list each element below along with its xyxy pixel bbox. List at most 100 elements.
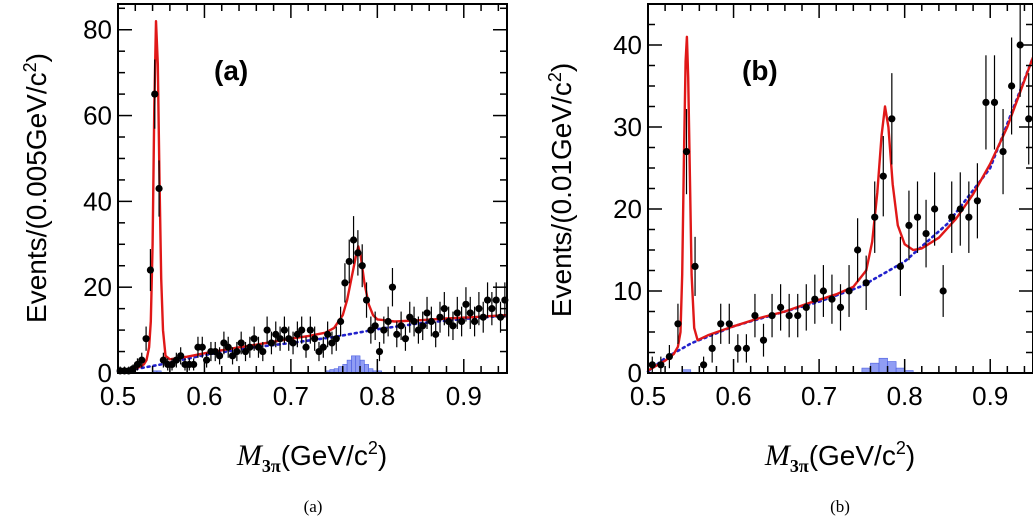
data-point-37 xyxy=(965,181,973,253)
data-point-60 xyxy=(375,341,384,362)
data-point-27 xyxy=(233,341,241,362)
data-point-25 xyxy=(862,255,870,310)
data-point-7 xyxy=(708,334,716,363)
data-point-88 xyxy=(496,301,505,333)
data-point-42 xyxy=(298,316,306,344)
data-point-28 xyxy=(888,73,896,165)
fit-curve-b xyxy=(647,35,1033,372)
background-curve-b xyxy=(646,56,1033,373)
y-tick-label: 20 xyxy=(613,194,642,224)
peaking-histogram-a xyxy=(152,355,382,374)
data-point-22 xyxy=(836,284,845,331)
data-point-11 xyxy=(742,334,750,363)
hist-bin-2 xyxy=(870,362,880,374)
data-point-18 xyxy=(802,284,810,331)
data-point-51 xyxy=(336,306,345,337)
data-point-42 xyxy=(1008,37,1016,135)
data-point-82 xyxy=(470,306,479,337)
data-point-10 xyxy=(734,334,742,363)
axis-ticks-a: 0.5 0.6 0.7 0.8 0.9 0 20 40 60 80 xyxy=(83,4,507,411)
data-point-44 xyxy=(306,316,314,344)
data-point-20 xyxy=(819,265,827,317)
data-point-30 xyxy=(905,190,913,261)
x-tick-label: 0.7 xyxy=(801,381,837,411)
data-point-36 xyxy=(956,172,964,246)
data-point-62 xyxy=(384,306,392,337)
plot-frame-a xyxy=(117,3,508,374)
data-point-31 xyxy=(250,326,258,351)
data-point-33 xyxy=(259,341,267,362)
data-point-21 xyxy=(828,274,836,324)
data-point-66 xyxy=(401,326,410,351)
data-point-31 xyxy=(913,181,922,253)
hist-bin-7 xyxy=(346,359,352,374)
data-point-75 xyxy=(440,292,448,326)
data-point-29 xyxy=(896,236,904,296)
data-point-71 xyxy=(423,296,431,329)
data-point-38 xyxy=(280,316,289,344)
data-point-58 xyxy=(367,316,375,344)
axis-ticks-b: 0.5 0.6 0.7 0.8 0.9 0 10 20 30 40 xyxy=(613,3,1033,411)
data-point-57 xyxy=(362,282,371,318)
data-point-17 xyxy=(794,293,802,338)
data-point-23 xyxy=(215,347,224,365)
data-point-77 xyxy=(449,311,457,341)
data-point-8 xyxy=(717,303,725,344)
data-point-48 xyxy=(324,321,332,348)
data-point-7 xyxy=(146,249,155,292)
x-tick-label: 0.9 xyxy=(446,381,482,411)
hist-bin-4 xyxy=(887,361,897,374)
panel-label-b: (b) xyxy=(742,55,778,86)
y-tick-label: 20 xyxy=(83,272,112,302)
data-point-73 xyxy=(432,321,440,348)
x-tick-label: 0.5 xyxy=(630,381,666,411)
data-point-3 xyxy=(674,303,682,344)
data-point-12 xyxy=(751,293,759,338)
data-point-15 xyxy=(777,284,785,331)
data-point-35 xyxy=(267,331,276,355)
y-tick-label: 40 xyxy=(83,186,112,216)
y-tick-label: 40 xyxy=(613,30,642,60)
subfigure-caption-b: (b) xyxy=(830,497,850,516)
y-tick-label: 60 xyxy=(83,101,112,131)
x-tick-label: 0.6 xyxy=(186,381,222,411)
data-point-9 xyxy=(155,160,163,217)
data-point-32 xyxy=(922,199,930,268)
data-point-26 xyxy=(871,181,879,253)
data-point-24 xyxy=(854,218,862,282)
y-axis-title-b: Events/(0.01GeV/c2) xyxy=(545,63,577,317)
chart-panel-a: 0.5 0.6 0.7 0.8 0.9 0 20 40 60 80 (a) Events/(0.0… xyxy=(20,3,509,516)
x-tick-label: 0.9 xyxy=(972,381,1008,411)
fit-line xyxy=(647,35,1033,372)
x-tick-label: 0.6 xyxy=(715,381,751,411)
data-point-6 xyxy=(700,356,708,373)
data-point-39 xyxy=(982,55,990,150)
data-point-14 xyxy=(177,347,185,365)
data-point-37 xyxy=(276,326,284,351)
data-points-b xyxy=(648,4,1033,373)
subfigure-caption-a: (a) xyxy=(304,497,323,516)
panel-label-a: (a) xyxy=(214,55,248,86)
x-tick-label: 0.5 xyxy=(100,381,136,411)
data-point-13 xyxy=(759,323,768,357)
y-tick-label: 0 xyxy=(98,358,112,388)
hist-bin-3 xyxy=(878,357,888,374)
data-point-74 xyxy=(436,301,444,333)
data-point-0 xyxy=(648,356,656,373)
data-point-38 xyxy=(973,163,981,239)
data-point-68 xyxy=(410,306,418,337)
data-point-65 xyxy=(397,311,405,341)
background-line xyxy=(646,56,1033,373)
data-point-34 xyxy=(263,316,271,344)
x-tick-label: 0.8 xyxy=(887,381,923,411)
data-point-53 xyxy=(345,239,353,284)
data-point-50 xyxy=(332,326,340,351)
data-point-8 xyxy=(151,59,159,129)
data-point-85 xyxy=(483,282,492,318)
x-axis-title-a: M3π(GeV/c2) xyxy=(236,438,387,476)
y-tick-label: 0 xyxy=(628,358,642,388)
data-point-61 xyxy=(380,316,388,344)
x-tick-label: 0.7 xyxy=(273,381,309,411)
data-point-84 xyxy=(479,301,487,333)
